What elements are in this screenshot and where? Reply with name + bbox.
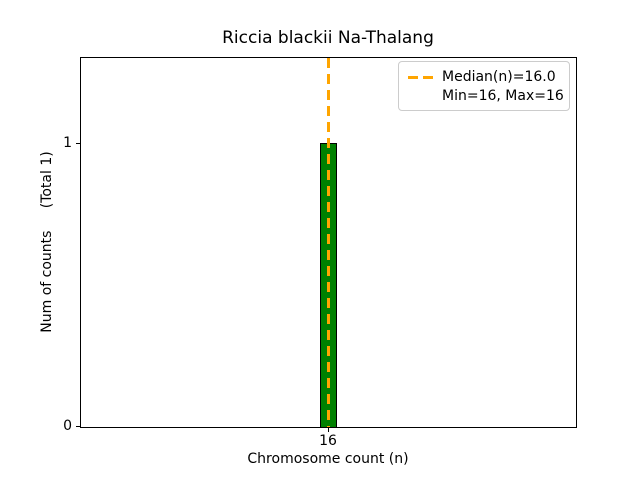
y-axis-label: Num of counts (Total 1)	[39, 151, 55, 333]
chart-title: Riccia blackii Na-Thalang	[222, 28, 434, 48]
y-tick-label-1: 1	[63, 135, 72, 151]
legend-label-min-max: Min=16, Max=16	[442, 88, 564, 104]
x-tick-mark-16	[328, 428, 329, 432]
x-tick-label-16: 16	[319, 433, 337, 449]
plot-area	[80, 57, 577, 428]
legend-text: Median(n)=16.0 Min=16, Max=16	[442, 68, 564, 104]
orange-dashed-line-icon	[408, 76, 435, 79]
y-tick-label-0: 0	[63, 418, 72, 434]
median-line	[327, 58, 330, 427]
legend-label-median: Median(n)=16.0	[442, 69, 556, 85]
x-axis-label: Chromosome count (n)	[247, 451, 409, 467]
y-tick-mark-1	[76, 143, 80, 144]
y-tick-mark-0	[76, 426, 80, 427]
legend-handle-column	[408, 68, 442, 104]
legend: Median(n)=16.0 Min=16, Max=16	[398, 61, 570, 111]
